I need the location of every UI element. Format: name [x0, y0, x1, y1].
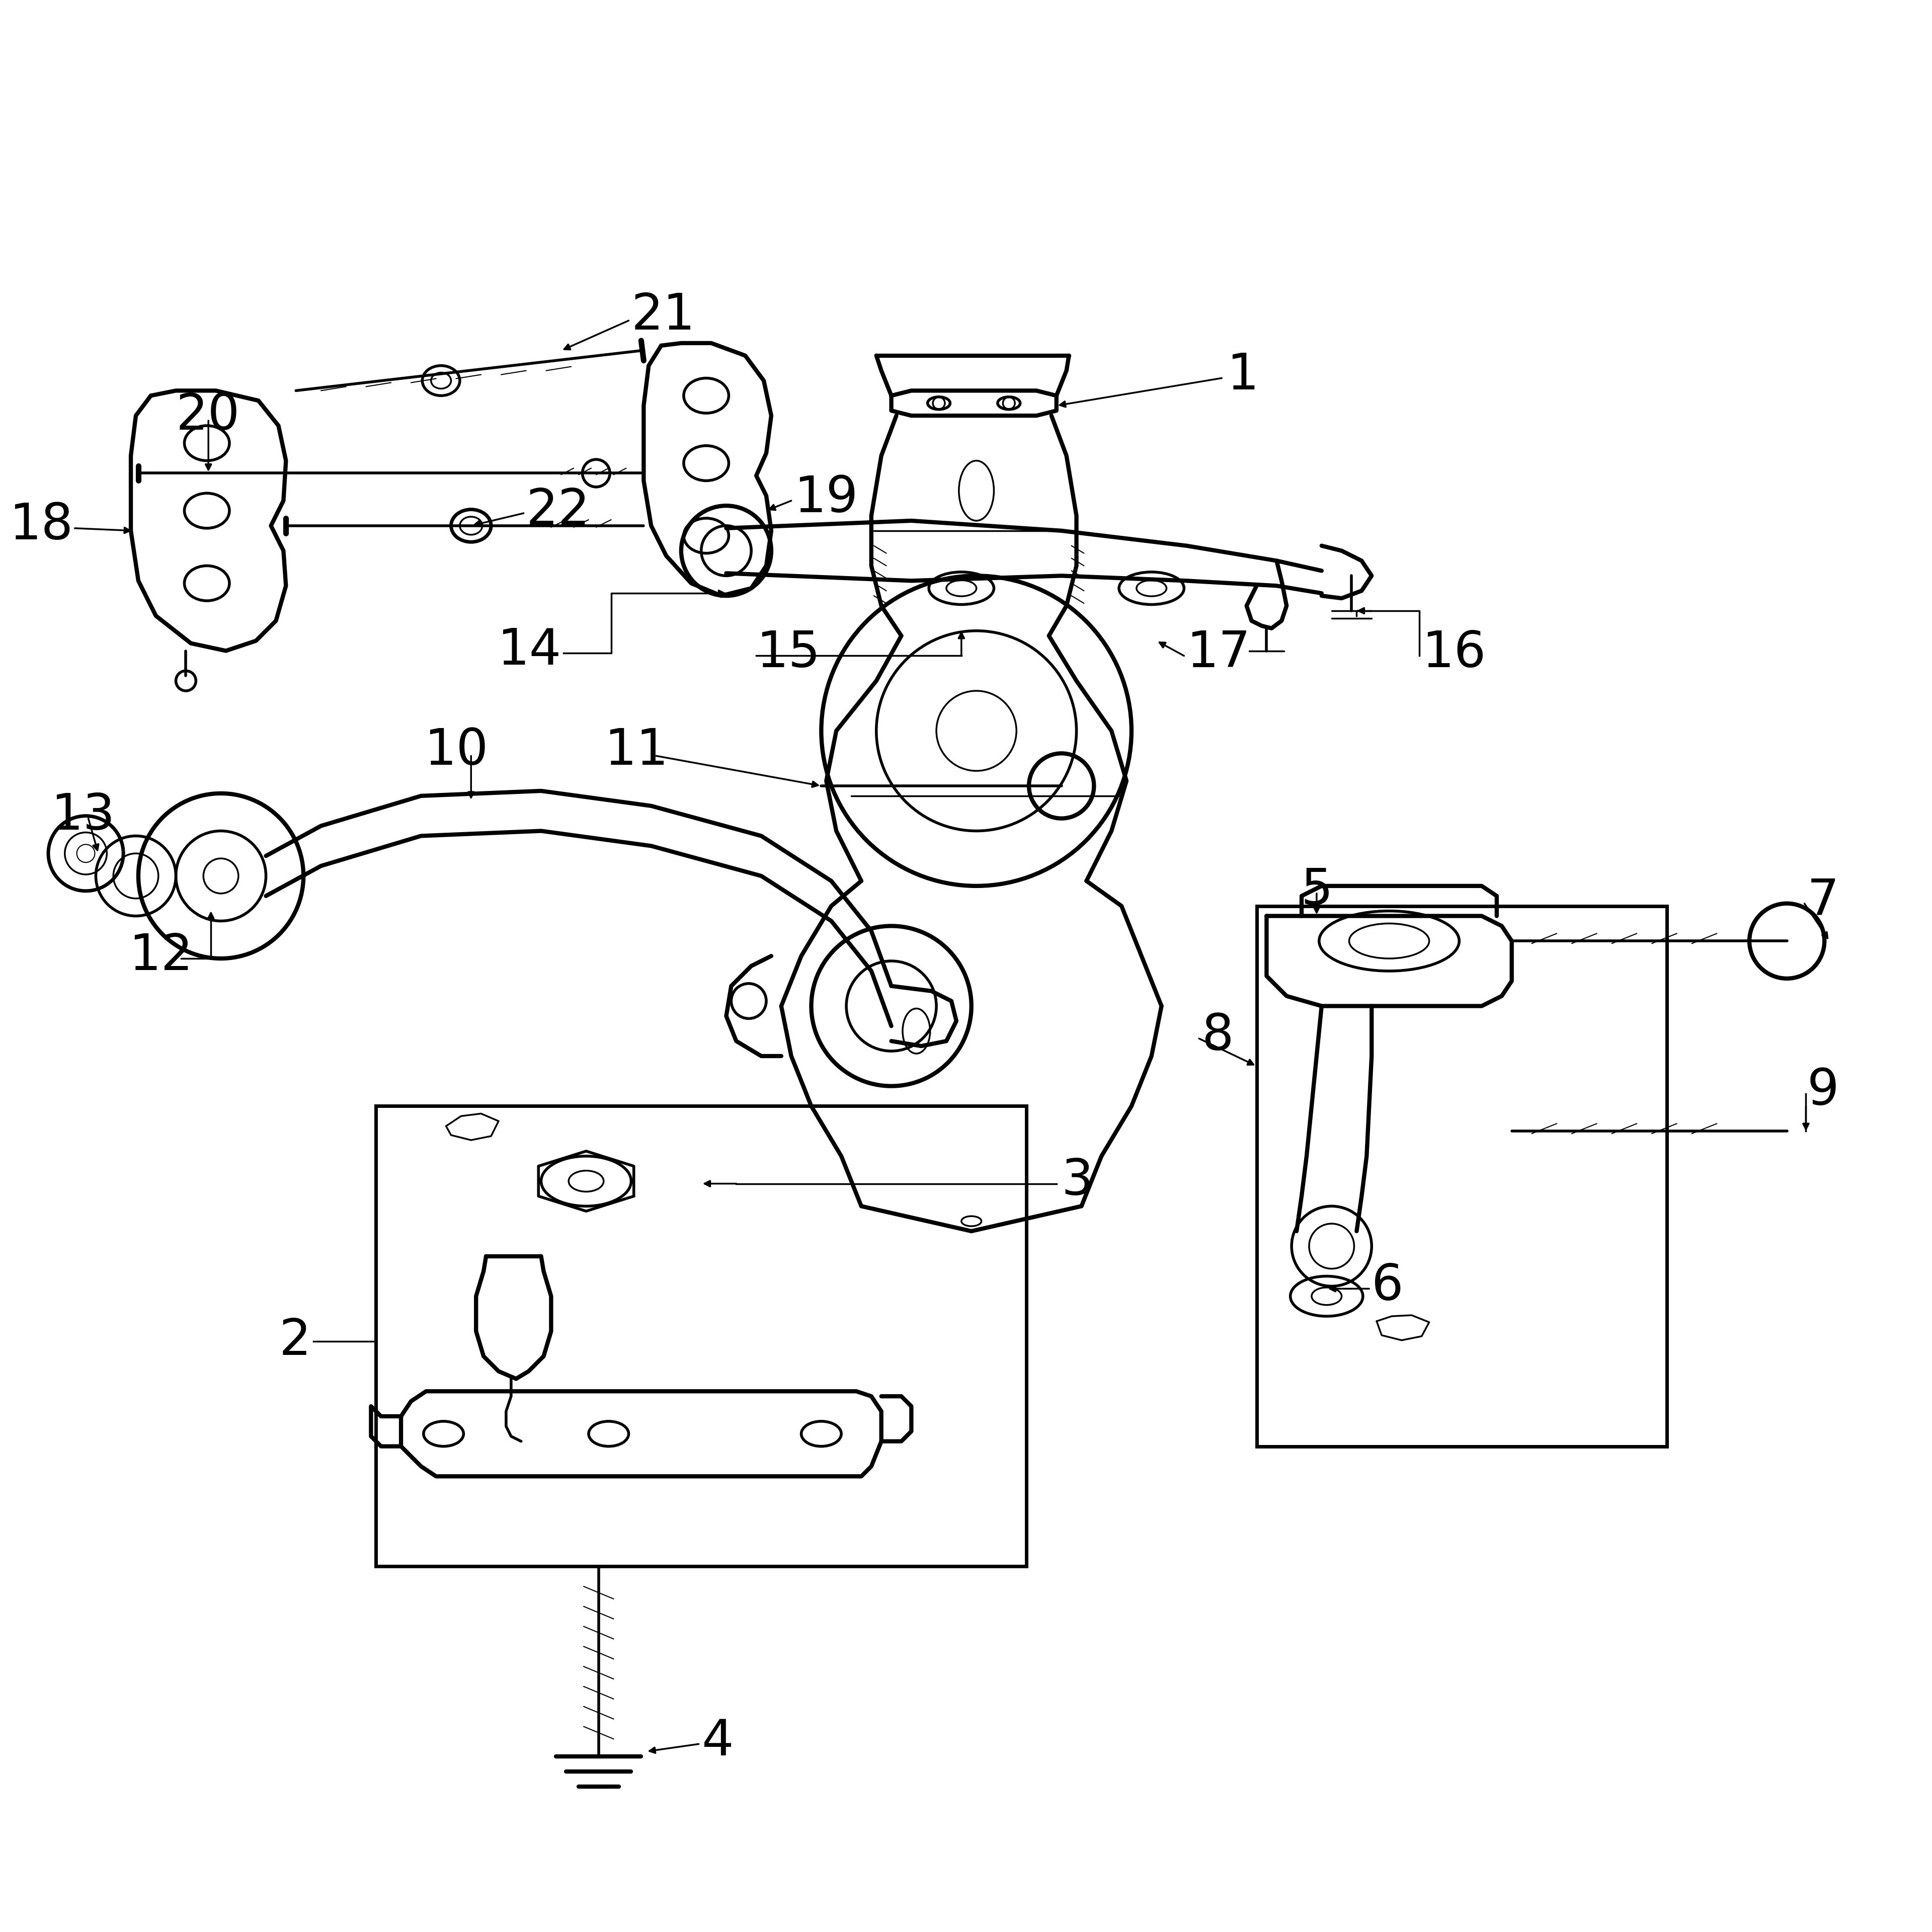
Text: 14: 14: [497, 626, 560, 674]
Text: 8: 8: [1202, 1012, 1233, 1061]
Text: 5: 5: [1300, 867, 1333, 916]
Text: 21: 21: [632, 292, 696, 340]
Text: 17: 17: [1186, 630, 1250, 678]
Text: 2: 2: [278, 1318, 311, 1366]
Text: 18: 18: [10, 500, 73, 551]
Text: 7: 7: [1806, 877, 1839, 925]
Text: 16: 16: [1422, 630, 1486, 678]
Text: 10: 10: [423, 726, 489, 775]
Text: 22: 22: [526, 487, 589, 535]
Text: 19: 19: [794, 473, 858, 522]
Text: 15: 15: [755, 630, 821, 678]
Text: 1: 1: [1227, 352, 1258, 400]
Text: 4: 4: [701, 1718, 734, 1766]
Text: 20: 20: [176, 392, 240, 440]
Bar: [1256, 906, 1667, 1447]
Text: 12: 12: [129, 931, 193, 980]
Text: 6: 6: [1372, 1262, 1405, 1310]
Text: 13: 13: [50, 792, 114, 840]
Text: 3: 3: [1061, 1157, 1094, 1206]
Bar: [377, 1107, 1026, 1567]
Text: 11: 11: [605, 726, 668, 775]
Text: 9: 9: [1806, 1066, 1839, 1115]
